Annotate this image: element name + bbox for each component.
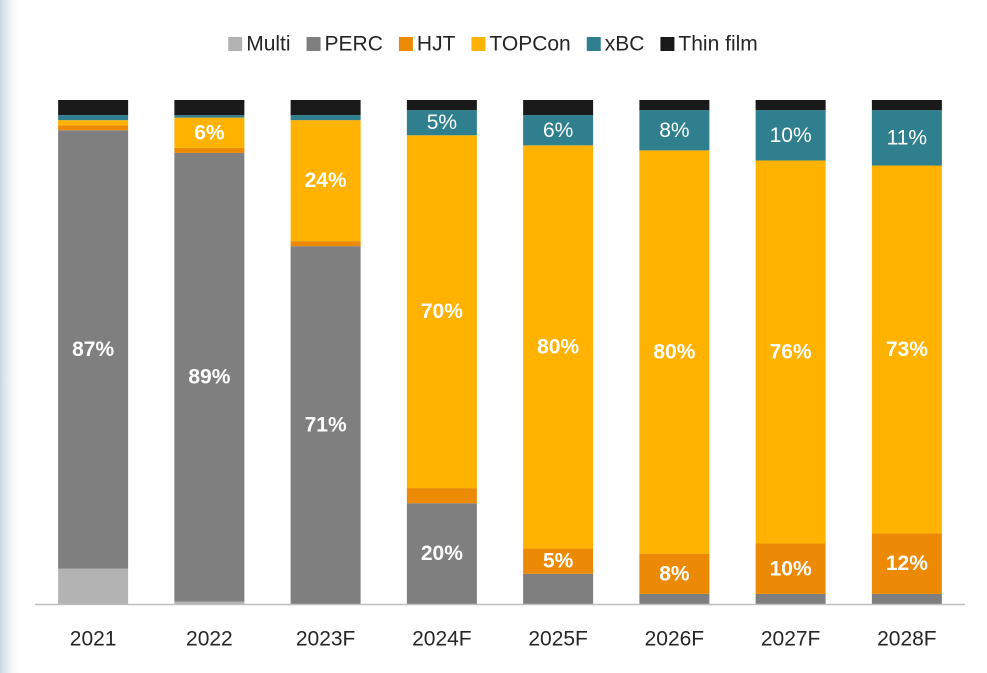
bar-segment <box>58 120 129 126</box>
data-label: 80% <box>537 336 579 359</box>
bar-segment <box>755 100 826 111</box>
bar-segment <box>523 573 594 604</box>
bar-segment <box>639 553 710 594</box>
bar-segment <box>406 135 477 489</box>
bar-segment <box>406 488 477 504</box>
data-label: 5% <box>543 550 574 573</box>
x-tick-label: 2022 <box>186 628 233 651</box>
legend-swatch <box>660 37 675 51</box>
data-label: 89% <box>188 366 230 389</box>
data-label: 10% <box>770 557 812 580</box>
data-label: 6% <box>194 121 225 144</box>
x-tick-label: 2027F <box>761 628 821 651</box>
bar-segment <box>639 100 710 111</box>
data-label: 87% <box>72 338 114 361</box>
bar-segment <box>523 145 594 549</box>
data-label: 73% <box>886 338 928 361</box>
data-label: 5% <box>427 111 457 134</box>
bar-segment <box>755 543 826 594</box>
x-tick-label: 2028F <box>877 628 937 651</box>
bar-segment <box>58 130 129 569</box>
data-label: 20% <box>421 542 463 565</box>
data-label: 76% <box>770 341 812 364</box>
bar-segment <box>755 110 826 161</box>
data-label: 24% <box>305 169 347 192</box>
bar-segment <box>174 115 245 118</box>
legend-label: Multi <box>246 33 290 56</box>
bar-segment <box>639 593 710 604</box>
bar-segment <box>639 150 710 554</box>
bar-segment <box>174 100 245 116</box>
bar-segment <box>290 115 361 121</box>
x-tick-label: 2023F <box>296 628 356 651</box>
bar-segment <box>174 117 245 148</box>
bar-segment <box>174 601 245 604</box>
bar-segment <box>406 100 477 111</box>
bar-segment <box>523 100 594 116</box>
data-label: 70% <box>421 300 463 323</box>
bar-segment <box>58 115 129 121</box>
data-label: 10% <box>770 124 812 147</box>
bar-segment <box>290 120 361 242</box>
bar-segment <box>58 125 129 131</box>
data-label: 6% <box>543 119 573 142</box>
bar-segment <box>290 241 361 247</box>
bar-segment <box>58 568 129 604</box>
bar-segment <box>871 593 942 604</box>
bar-segment <box>639 110 710 151</box>
legend-label: HJT <box>417 33 456 56</box>
bar-segment <box>523 548 594 574</box>
bar-segment <box>871 165 942 534</box>
legend-label: Thin film <box>678 33 757 56</box>
x-tick-label: 2024F <box>412 628 472 651</box>
legend-label: PERC <box>325 33 383 56</box>
bar-segment <box>290 100 361 116</box>
bar-segment <box>755 160 826 544</box>
bar-segment <box>58 100 129 116</box>
legend-swatch <box>471 37 486 51</box>
x-tick-label: 2026F <box>645 628 705 651</box>
legend-swatch <box>586 37 601 51</box>
bar-segment <box>406 110 477 136</box>
bar-segment <box>174 152 245 602</box>
bar-segment <box>523 115 594 146</box>
data-label: 12% <box>886 552 928 575</box>
data-label: 11% <box>887 126 927 149</box>
bar-segment <box>174 147 245 153</box>
bar-segment <box>871 100 942 111</box>
legend-swatch <box>398 37 413 51</box>
legend: Multi PERC HJT TOPCon xBC Thin film <box>228 33 758 56</box>
legend-swatch <box>228 37 243 51</box>
x-tick-label: 2025F <box>528 628 588 651</box>
bar-segment <box>406 503 477 604</box>
data-label: 8% <box>659 562 690 585</box>
data-label: 71% <box>305 414 347 437</box>
legend-label: TOPCon <box>489 33 570 56</box>
data-label: 8% <box>659 119 689 142</box>
legend-label: xBC <box>605 33 645 56</box>
x-tick-label: 2021 <box>70 628 117 651</box>
background-edge <box>0 0 22 673</box>
bar-segment <box>871 110 942 166</box>
data-label: 80% <box>653 341 695 364</box>
bar-segment <box>871 533 942 594</box>
legend-swatch <box>306 37 321 51</box>
bar-segment <box>755 593 826 604</box>
bar-segment <box>290 246 361 604</box>
